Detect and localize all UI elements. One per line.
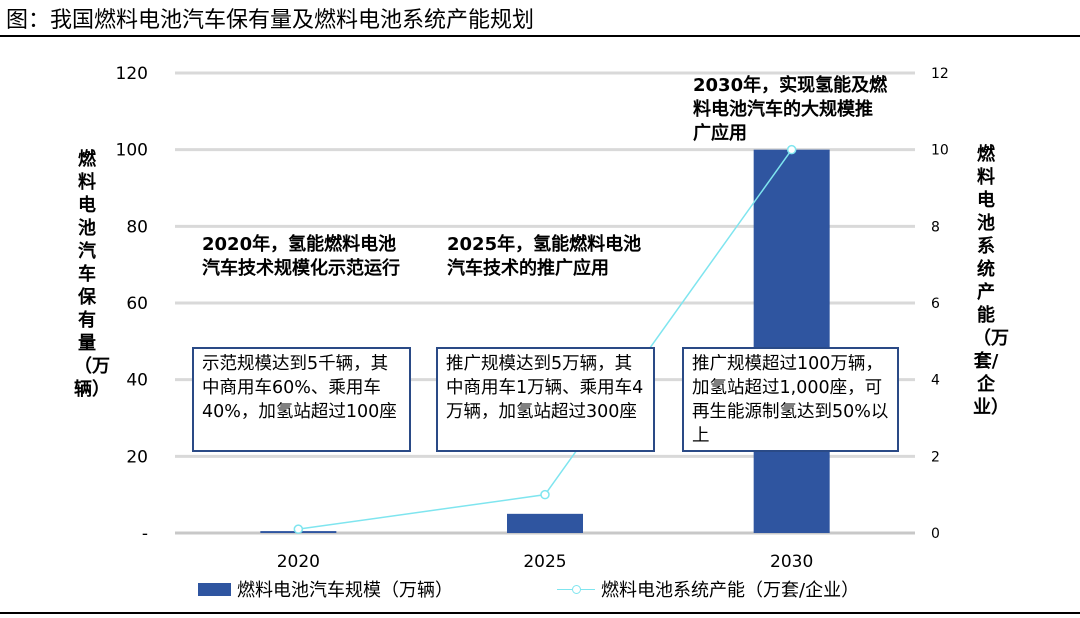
- y-right-tick-label: 6: [931, 296, 940, 312]
- y-right-tick-label: 12: [931, 66, 949, 82]
- line-point: [786, 144, 797, 155]
- annotation-heading-2030: 2030年，实现氢能及燃料电池汽车的大规模推广应用: [693, 75, 888, 144]
- y-left-tick-label: 60: [126, 294, 148, 314]
- y-right-tick-label: 2: [931, 449, 940, 465]
- annotation-box-2020: 示范规模达到5千辆，其中商用车60%、乘用车40%，加氢站超过100座: [192, 347, 411, 452]
- bar: [507, 513, 583, 533]
- y-right-tick-label: 4: [931, 373, 940, 389]
- y-left-tick-label: 20: [126, 447, 148, 467]
- y-left-tick-label: 40: [126, 371, 148, 391]
- legend-line-swatch: [557, 582, 595, 596]
- figure-title: 图：我国燃料电池汽车保有量及燃料电池系统产能规划: [6, 8, 535, 33]
- legend-line-label: 燃料电池系统产能（万套/企业）: [601, 580, 860, 601]
- line-point: [540, 489, 550, 500]
- x-tick-label: 2025: [523, 552, 566, 572]
- legend-item-bar: 燃料电池汽车规模（万辆）: [198, 576, 453, 602]
- annotation-heading-2025: 2025年，氢能燃料电池汽车技术的推广应用: [447, 234, 642, 279]
- legend-item-line: 燃料电池系统产能（万套/企业）: [557, 576, 859, 602]
- legend-bar-label: 燃料电池汽车规模（万辆）: [237, 580, 453, 601]
- x-tick-label: 2030: [770, 552, 813, 572]
- y-right-tick-label: 10: [931, 143, 949, 159]
- y-right-tick-label: 8: [931, 219, 940, 235]
- annotation-box-2025: 推广规模达到5万辆，其中商用车1万辆、乘用车4万辆，加氢站超过300座: [436, 347, 655, 452]
- y-left-tick-label: 80: [126, 217, 148, 237]
- y-left-tick-label: 100: [116, 141, 148, 161]
- annotation-box-2030: 推广规模超过100万辆，加氢站超过1,000座，可再生能源制氢达到50%以上: [682, 347, 899, 452]
- bar: [753, 149, 830, 533]
- line-point: [293, 524, 304, 534]
- y-left-axis-title: 燃料电池汽车保有量（万辆）: [74, 149, 110, 400]
- legend-bar-swatch: [198, 582, 231, 596]
- bottom-rule: [0, 612, 1080, 614]
- series-line: [298, 149, 793, 530]
- y-left-tick-label: 120: [116, 64, 148, 84]
- y-right-tick-label: 0: [931, 526, 940, 542]
- x-tick-label: 2020: [277, 552, 320, 572]
- y-right-axis-title: 燃料电池系统产能（万套/企业）: [973, 144, 1009, 418]
- annotation-heading-2020: 2020年，氢能燃料电池汽车技术规模化示范运行: [202, 234, 400, 279]
- y-left-tick-label: -: [142, 524, 148, 544]
- top-rule: [0, 35, 1080, 37]
